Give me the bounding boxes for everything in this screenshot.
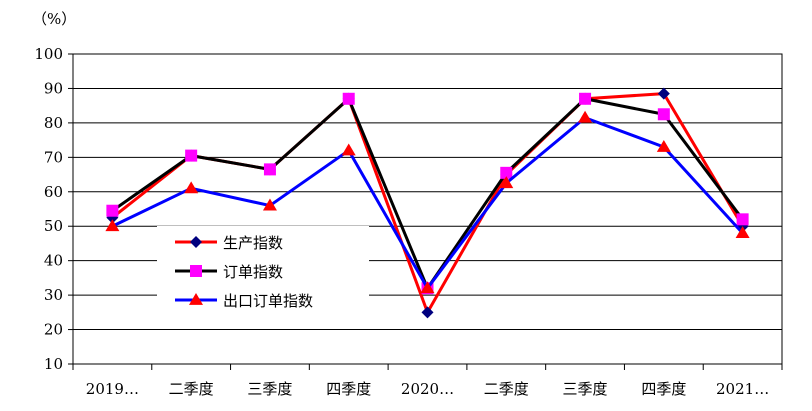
data-point bbox=[579, 92, 592, 105]
legend-item: 出口订单指数 bbox=[175, 292, 313, 310]
data-point bbox=[106, 204, 119, 217]
legend-marker bbox=[190, 236, 202, 248]
y-tick-label: 60 bbox=[44, 183, 63, 201]
data-point bbox=[185, 149, 198, 162]
x-tick-label: 三季度 bbox=[247, 380, 292, 398]
data-point bbox=[420, 281, 435, 294]
legend-item: 订单指数 bbox=[175, 263, 283, 281]
y-tick-label: 90 bbox=[44, 79, 63, 97]
data-point bbox=[263, 163, 276, 176]
y-tick-label: 10 bbox=[44, 355, 63, 373]
legend-label: 订单指数 bbox=[223, 263, 283, 281]
data-point bbox=[341, 143, 356, 156]
data-point bbox=[500, 166, 513, 179]
x-tick-label: 三季度 bbox=[563, 380, 608, 398]
data-point bbox=[735, 226, 750, 239]
y-axis: 10 20 30 40 50 60 70 80 90 100 bbox=[34, 45, 73, 373]
data-point bbox=[421, 306, 434, 319]
data-point bbox=[578, 110, 593, 123]
data-point bbox=[657, 108, 670, 121]
data-point bbox=[656, 140, 671, 152]
x-tick-label: 二季度 bbox=[169, 380, 214, 398]
x-tick-label: 二季度 bbox=[484, 380, 529, 398]
data-point bbox=[105, 219, 120, 232]
data-point bbox=[342, 92, 355, 105]
data-point bbox=[184, 181, 199, 194]
y-tick-label: 70 bbox=[44, 148, 63, 166]
data-point bbox=[262, 198, 277, 211]
legend-marker bbox=[189, 293, 203, 305]
data-point bbox=[657, 87, 670, 100]
y-tick-label: 30 bbox=[44, 286, 63, 304]
series-group bbox=[105, 87, 750, 319]
x-tick-label: 2021… bbox=[716, 380, 769, 398]
y-tick-label: 80 bbox=[44, 114, 63, 132]
x-tick-label: 2019… bbox=[86, 380, 139, 398]
x-tick-label: 四季度 bbox=[326, 380, 371, 398]
legend-label: 出口订单指数 bbox=[223, 292, 313, 310]
legend-label: 生产指数 bbox=[223, 234, 283, 252]
legend-marker bbox=[190, 265, 202, 277]
y-tick-label: 20 bbox=[44, 321, 63, 339]
data-point bbox=[736, 213, 749, 226]
x-axis: 2019… 二季度 三季度 四季度 2020… 二季度 三季度 四季度 2021… bbox=[72, 364, 783, 398]
legend-item: 生产指数 bbox=[175, 234, 283, 252]
x-tick-label: 2020… bbox=[401, 380, 454, 398]
series-3 bbox=[105, 110, 750, 294]
x-tick-label: 四季度 bbox=[641, 380, 686, 398]
y-tick-label: 40 bbox=[44, 252, 63, 270]
data-point bbox=[499, 176, 514, 189]
y-tick-label: 50 bbox=[44, 217, 63, 235]
y-tick-label: 100 bbox=[34, 45, 63, 63]
y-unit-label: （%） bbox=[32, 10, 76, 28]
